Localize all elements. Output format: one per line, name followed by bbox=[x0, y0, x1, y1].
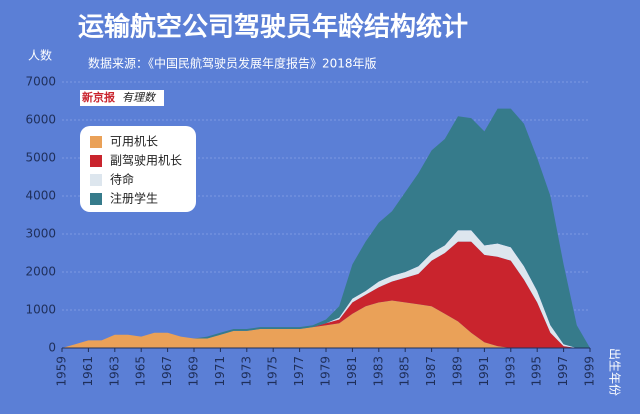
x-tick-label: 1979 bbox=[319, 356, 333, 387]
x-tick-label: 1989 bbox=[451, 356, 465, 387]
x-tick-label: 1977 bbox=[292, 356, 306, 387]
y-tick-label: 7000 bbox=[25, 75, 56, 89]
y-tick-label: 2000 bbox=[25, 265, 56, 279]
x-tick-label: 1985 bbox=[398, 356, 412, 387]
area bbox=[62, 241, 590, 348]
y-tick-label: 6000 bbox=[25, 113, 56, 127]
logo-text: 新京报 bbox=[82, 90, 116, 104]
x-tick-label: 1975 bbox=[266, 356, 280, 387]
legend-label: 待命 bbox=[110, 172, 134, 187]
legend-label: 可用机长 bbox=[110, 135, 158, 149]
x-tick-label: 1999 bbox=[583, 356, 597, 387]
x-tick-label: 1981 bbox=[345, 356, 359, 387]
legend-label: 注册学生 bbox=[110, 191, 158, 206]
x-tick-label: 1995 bbox=[530, 356, 544, 387]
legend-swatch bbox=[90, 174, 102, 186]
x-tick-label: 1983 bbox=[371, 356, 385, 387]
x-tick-label: 1969 bbox=[187, 356, 201, 387]
x-tick-label: 1959 bbox=[55, 356, 69, 387]
y-tick-label: 3000 bbox=[25, 227, 56, 241]
y-tick-label: 0 bbox=[48, 341, 56, 355]
legend-swatch bbox=[90, 155, 102, 167]
x-tick-label: 1987 bbox=[424, 356, 438, 387]
y-tick-label: 4000 bbox=[25, 189, 56, 203]
x-axis-label: 出生年份 bbox=[608, 348, 622, 396]
y-tick-label: 1000 bbox=[25, 303, 56, 317]
legend-swatch bbox=[90, 193, 102, 205]
legend-swatch bbox=[90, 136, 102, 148]
x-tick-label: 1961 bbox=[81, 356, 95, 387]
legend-box bbox=[80, 126, 196, 212]
logo-text: 有理数 bbox=[122, 91, 157, 104]
area bbox=[62, 300, 590, 348]
area bbox=[62, 108, 590, 348]
logo-box bbox=[80, 90, 120, 106]
x-tick-label: 1973 bbox=[239, 356, 253, 387]
legend-label: 副驾驶用机长 bbox=[110, 153, 182, 168]
x-tick-label: 1993 bbox=[503, 356, 517, 387]
x-tick-label: 1971 bbox=[213, 356, 227, 387]
y-tick-label: 5000 bbox=[25, 151, 56, 165]
x-tick-label: 1991 bbox=[477, 356, 491, 387]
x-tick-label: 1963 bbox=[107, 356, 121, 387]
x-tick-label: 1967 bbox=[160, 356, 174, 387]
plot-area: 0 1000 2000 3000 4000 5000 6000 7000 1959 1961 196… bbox=[25, 75, 596, 387]
logo-box bbox=[120, 90, 164, 106]
chart-title: 运输航空公司驾驶员年龄结构统计 bbox=[78, 12, 468, 43]
x-tick-label: 1997 bbox=[556, 356, 570, 387]
chart-subtitle: 数据来源：《中国民航驾驶员发展年度报告》2018年版 bbox=[88, 56, 377, 71]
x-tick-label: 1965 bbox=[134, 356, 148, 387]
y-axis-label: 人数 bbox=[28, 48, 52, 63]
